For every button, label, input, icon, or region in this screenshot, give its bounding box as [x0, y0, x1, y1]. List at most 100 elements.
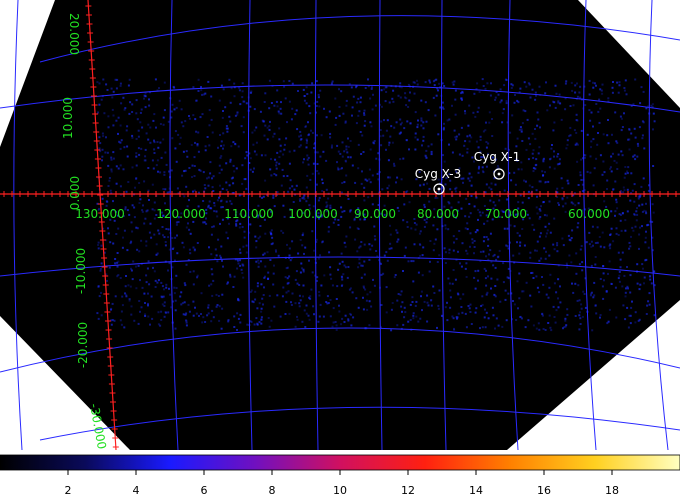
noise-pixel [144, 159, 147, 162]
noise-pixel [211, 273, 214, 276]
noise-pixel [294, 113, 297, 116]
noise-pixel [555, 291, 558, 294]
noise-pixel [580, 129, 583, 132]
noise-pixel [163, 109, 166, 112]
noise-pixel [501, 112, 504, 115]
noise-pixel [280, 112, 283, 115]
noise-pixel [400, 178, 403, 181]
noise-pixel [643, 209, 646, 212]
noise-pixel [497, 324, 500, 327]
noise-pixel [513, 303, 516, 306]
noise-pixel [633, 200, 636, 203]
noise-pixel [579, 248, 582, 251]
noise-pixel [128, 299, 131, 302]
noise-pixel [303, 194, 306, 197]
noise-pixel [183, 195, 186, 198]
noise-pixel [498, 249, 501, 252]
noise-pixel [523, 179, 525, 182]
noise-pixel [647, 300, 650, 303]
noise-pixel [473, 252, 475, 255]
noise-pixel [135, 164, 138, 167]
noise-pixel [464, 267, 467, 270]
noise-pixel [372, 141, 375, 144]
noise-pixel [610, 283, 613, 285]
noise-pixel [574, 315, 577, 317]
noise-pixel [511, 84, 514, 87]
noise-pixel [569, 105, 572, 107]
sky-image-canvas[interactable]: 130.000 120.000 110.000 100.000 90.000 8… [0, 0, 680, 450]
noise-pixel [151, 159, 154, 162]
noise-pixel [173, 286, 176, 289]
noise-pixel [354, 181, 357, 184]
noise-pixel [566, 313, 569, 316]
noise-pixel [442, 154, 444, 157]
noise-pixel [407, 320, 410, 323]
noise-pixel [97, 111, 99, 114]
noise-pixel [515, 319, 518, 321]
noise-pixel [119, 124, 122, 127]
noise-pixel [385, 286, 388, 289]
noise-pixel [124, 107, 127, 110]
source-cyg-x3[interactable]: Cyg X-3 [415, 167, 462, 195]
noise-pixel [619, 266, 622, 269]
noise-pixel [357, 143, 360, 146]
noise-pixel [646, 304, 649, 307]
noise-pixel [544, 92, 547, 95]
noise-pixel [485, 121, 487, 124]
source-cyg-x1[interactable]: Cyg X-1 [474, 150, 521, 180]
noise-pixel [180, 212, 183, 215]
noise-pixel [359, 131, 362, 133]
noise-pixel [165, 286, 168, 289]
noise-pixel [133, 216, 136, 219]
noise-pixel [304, 125, 307, 128]
noise-pixel [451, 282, 454, 285]
noise-pixel [432, 249, 435, 252]
noise-pixel [301, 244, 304, 247]
noise-pixel [415, 315, 418, 318]
noise-pixel [470, 195, 473, 197]
noise-pixel [412, 81, 415, 84]
noise-pixel [388, 184, 391, 187]
noise-pixel [371, 174, 374, 177]
noise-pixel [525, 210, 528, 213]
noise-pixel [355, 215, 358, 218]
noise-pixel [253, 129, 256, 132]
noise-pixel [536, 195, 538, 198]
noise-pixel [541, 312, 544, 315]
noise-pixel [244, 157, 247, 160]
noise-pixel [396, 240, 399, 243]
noise-pixel [166, 191, 169, 194]
noise-pixel [486, 82, 489, 85]
noise-pixel [483, 236, 486, 239]
noise-pixel [137, 322, 140, 325]
noise-pixel [351, 164, 354, 167]
noise-pixel [581, 261, 584, 264]
noise-pixel [309, 178, 312, 181]
noise-pixel [350, 86, 353, 89]
noise-pixel [300, 134, 302, 137]
noise-pixel [236, 113, 239, 116]
noise-pixel [511, 211, 514, 214]
noise-pixel [612, 188, 615, 191]
noise-pixel [368, 300, 371, 303]
noise-pixel [510, 87, 513, 89]
noise-pixel [386, 259, 389, 262]
noise-pixel [260, 215, 263, 218]
noise-pixel [289, 216, 292, 219]
colorbar[interactable] [0, 454, 680, 471]
noise-pixel [454, 190, 457, 193]
noise-pixel [380, 120, 383, 123]
noise-pixel [153, 233, 156, 236]
noise-pixel [263, 101, 266, 103]
noise-pixel [350, 287, 352, 290]
noise-pixel [615, 198, 618, 201]
noise-pixel [360, 182, 363, 185]
noise-pixel [579, 323, 582, 325]
noise-pixel [467, 124, 470, 127]
noise-pixel [497, 166, 500, 169]
noise-pixel [482, 156, 485, 159]
noise-pixel [471, 156, 474, 159]
noise-pixel [371, 244, 374, 247]
noise-pixel [517, 201, 520, 204]
